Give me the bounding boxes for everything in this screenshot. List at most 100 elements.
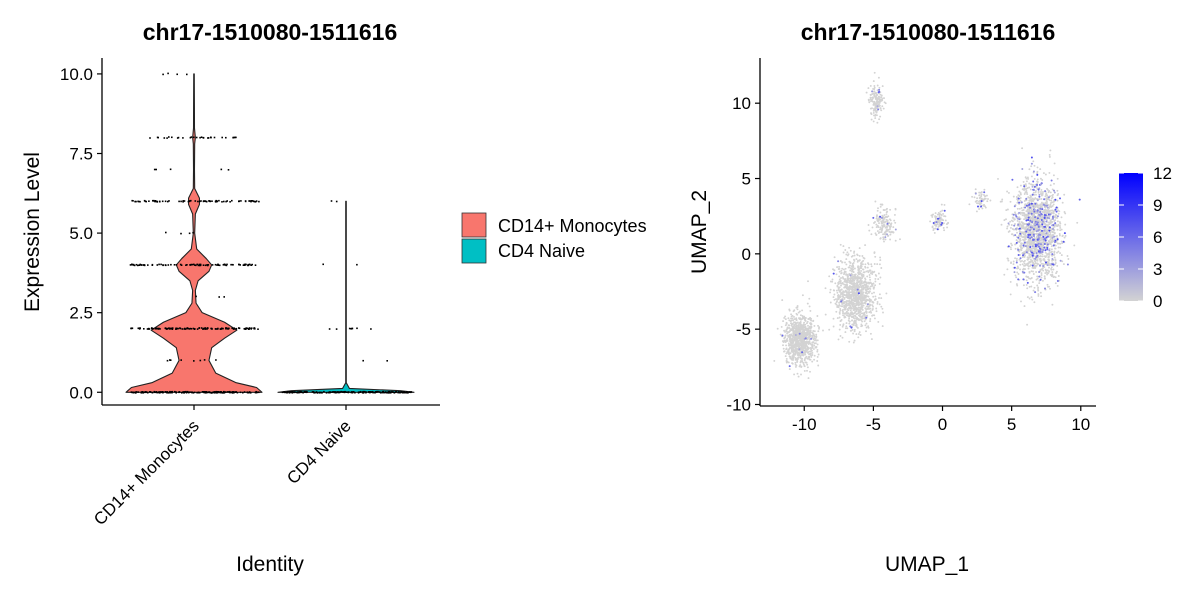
umap-cell-point [829, 291, 832, 294]
umap-cell-point [1061, 260, 1064, 263]
umap-cell-point [1024, 216, 1027, 219]
umap-cell-point [785, 328, 788, 331]
umap-cell-point [800, 366, 803, 368]
umap-cell-point [873, 71, 876, 74]
umap-cell-point [1032, 231, 1035, 233]
umap-cell-point [863, 297, 866, 300]
umap-cell-point [835, 310, 838, 313]
umap-cell-point [1042, 231, 1045, 234]
umap-cell-point [934, 212, 937, 215]
umap-cell-point [860, 273, 863, 276]
umap-cell-point [835, 273, 838, 276]
umap-cell-point-expressed [1017, 278, 1020, 281]
umap-cell-point-expressed [1044, 249, 1047, 252]
violin-point [155, 168, 157, 171]
violin-point [211, 328, 213, 330]
violin-point [180, 359, 182, 361]
umap-cell-point [869, 94, 872, 96]
umap-cell-point [869, 96, 872, 99]
umap-cell-point [792, 331, 795, 334]
umap-cell-point [871, 285, 873, 287]
umap-cell-point [1030, 242, 1033, 245]
umap-cell-point [1050, 275, 1053, 278]
violin-point [160, 263, 162, 266]
violin-point [197, 264, 200, 267]
violin-point [162, 391, 164, 394]
violin-point [249, 200, 251, 202]
umap-cell-point [1008, 230, 1011, 233]
umap-cell-point-expressed [1037, 224, 1040, 227]
umap-cell-point [845, 258, 848, 261]
umap-cell-point [874, 117, 877, 120]
umap-cell-point [799, 356, 802, 359]
umap-cell-point-expressed [1035, 252, 1038, 255]
violin-point [246, 391, 249, 393]
umap-cell-point [864, 263, 867, 266]
violin-point [238, 200, 240, 203]
umap-cell-point [881, 307, 884, 310]
violin-point [188, 232, 191, 235]
violin-point [232, 136, 234, 139]
umap-cell-point [1020, 242, 1023, 245]
umap-cell-point [1052, 210, 1055, 213]
umap-cell-point [1047, 255, 1050, 258]
umap-cell-point [809, 331, 812, 334]
violin-point [238, 327, 241, 330]
umap-cell-point-expressed [983, 191, 986, 194]
umap-cell-point [877, 220, 879, 223]
violin-point [201, 391, 204, 393]
umap-cell-point [792, 346, 795, 349]
umap-cell-point [854, 274, 856, 277]
umap-cell-point [1053, 182, 1055, 185]
umap-cell-point [1054, 276, 1057, 279]
umap-cell-point [788, 368, 791, 371]
umap-cell-point [869, 285, 872, 288]
violin-point [156, 264, 159, 266]
umap-cell-point [870, 100, 872, 103]
umap-cell-point [1003, 219, 1006, 222]
umap-cell-point [866, 266, 869, 269]
umap-cell-point [806, 302, 809, 305]
umap-cell-point [848, 289, 851, 291]
violin-point [243, 391, 246, 393]
umap-cell-point [874, 91, 877, 94]
umap-cell-point [847, 294, 850, 297]
umap-cell-point [1018, 258, 1021, 261]
umap-cell-point [1025, 225, 1028, 228]
umap-cell-point [782, 341, 785, 343]
umap-cell-point [872, 282, 875, 285]
umap-cell-point [1060, 254, 1063, 257]
umap-cell-point [854, 315, 857, 318]
umap-cell-point [858, 273, 861, 276]
umap-cell-point [1021, 256, 1024, 259]
umap-cell-point-expressed [1056, 238, 1059, 241]
violin-point [159, 200, 161, 203]
umap-cell-point [933, 223, 936, 226]
umap-cell-point [1022, 231, 1025, 234]
violin-point [343, 391, 346, 393]
violin-point [290, 391, 292, 393]
umap-cell-point [975, 200, 978, 202]
umap-cell-point [852, 270, 855, 273]
umap-cell-point [876, 230, 879, 233]
umap-cell-point [1019, 212, 1022, 215]
umap-cell-point-expressed [1024, 206, 1027, 209]
violin-point [193, 391, 196, 394]
umap-cell-point [888, 222, 891, 225]
umap-cell-point [813, 344, 816, 347]
umap-cell-point-expressed [1014, 234, 1017, 237]
violin-point [225, 327, 227, 329]
violin-point [221, 136, 223, 139]
violin-point [254, 328, 256, 330]
umap-cell-point [877, 272, 880, 275]
umap-cell-point [859, 289, 862, 292]
violin-point [383, 391, 385, 394]
umap-cell-point [840, 282, 843, 285]
violin-point [214, 328, 217, 330]
umap-cell-point [798, 343, 801, 345]
violin-point [149, 391, 151, 393]
violin-point [379, 391, 382, 394]
umap-cell-point [1015, 259, 1018, 262]
umap-cell-point [833, 269, 836, 272]
umap-cell-point-expressed [1017, 248, 1020, 251]
